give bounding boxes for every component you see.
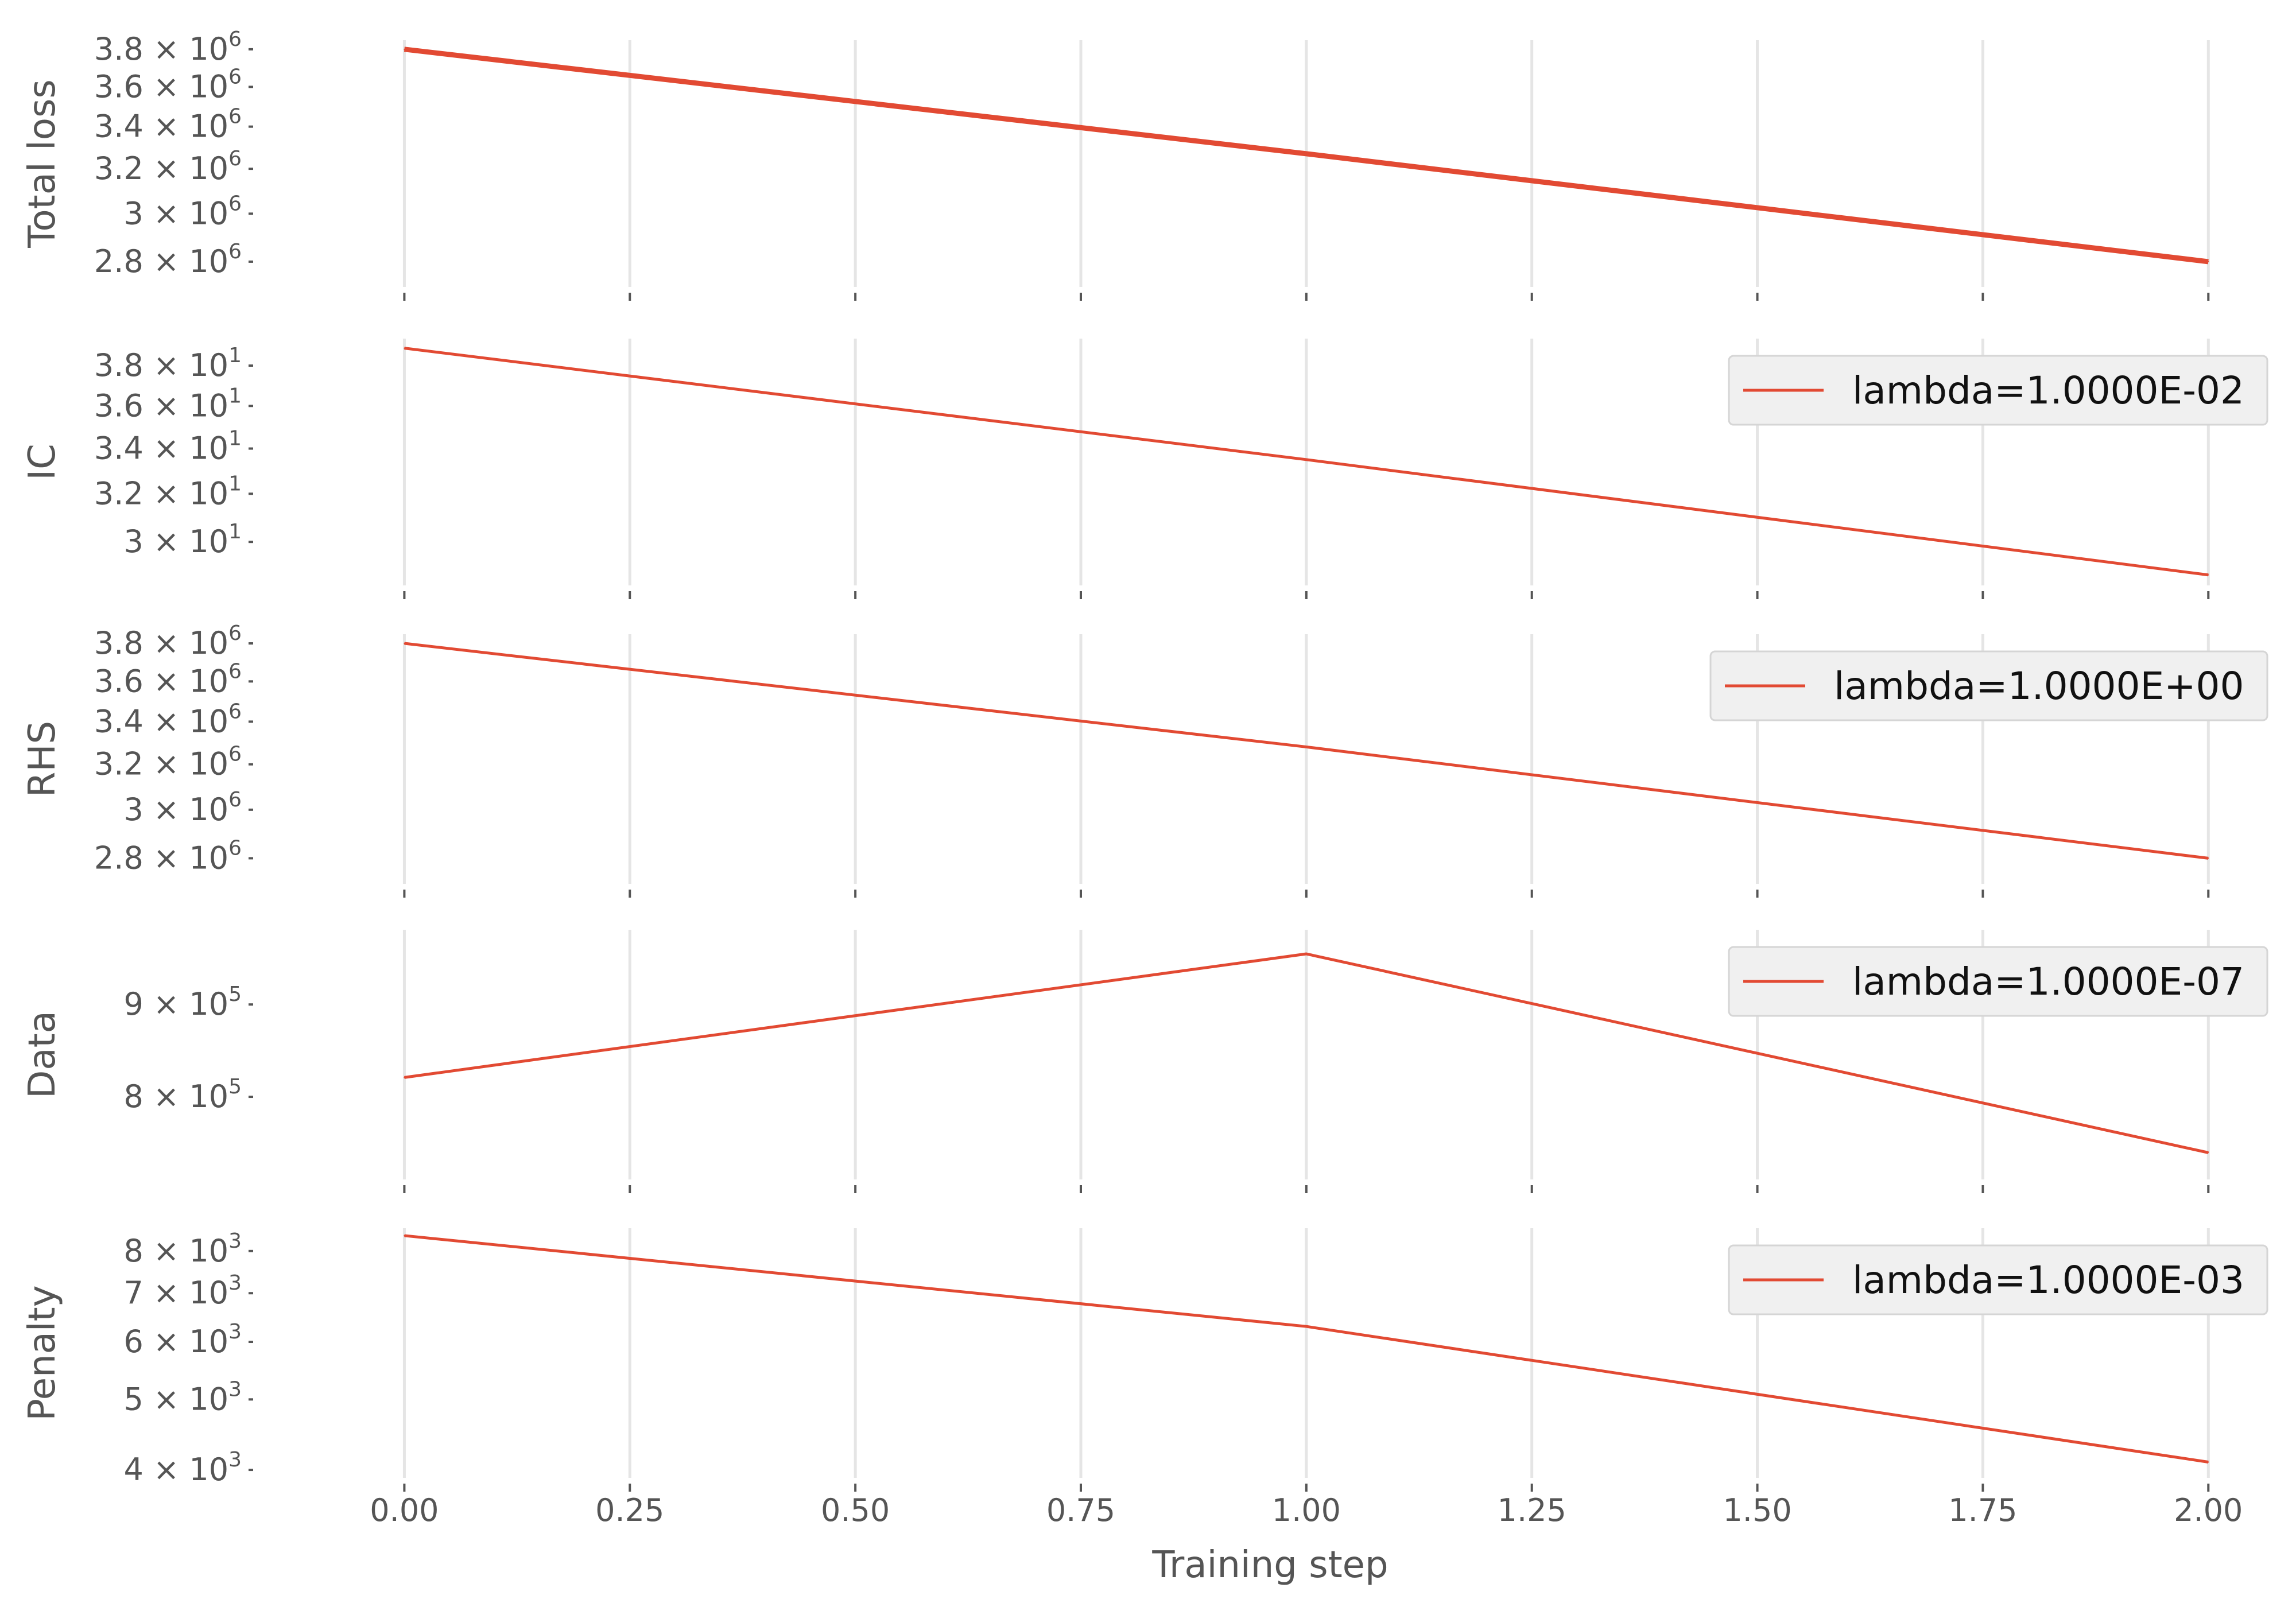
legend: lambda=1.0000E+00 <box>1709 650 2268 721</box>
y-tick-label: 3.2 × 101 <box>94 472 242 511</box>
legend: lambda=1.0000E-03 <box>1728 1244 2268 1315</box>
data-point <box>2208 857 2209 859</box>
y-tick-label: 3.4 × 106 <box>94 700 242 739</box>
y-tick-label: 3 × 101 <box>123 520 242 560</box>
y-tick-label: 3.6 × 106 <box>94 65 242 104</box>
y-tick-label: 3.8 × 106 <box>94 28 242 67</box>
y-tick-label: 3.2 × 106 <box>94 147 242 187</box>
y-tick-label: 3.6 × 101 <box>94 384 242 424</box>
y-tick-label: 6 × 103 <box>123 1320 242 1360</box>
y-tick-label: 3.4 × 106 <box>94 105 242 145</box>
legend-box <box>1709 650 2268 721</box>
legend-box <box>1728 946 2268 1017</box>
data-point <box>2208 1461 2209 1463</box>
y-tick-label: 9 × 105 <box>123 983 242 1022</box>
data-point <box>1305 953 1307 955</box>
x-tick-label: 0.50 <box>821 1492 890 1528</box>
x-axis-label: Training step <box>1151 1544 1388 1586</box>
y-axis-label: RHS <box>21 721 64 797</box>
x-tick-label: 1.00 <box>1272 1492 1341 1528</box>
data-point <box>1305 1326 1307 1327</box>
y-tick-label: 3.4 × 101 <box>94 427 242 467</box>
y-tick-label: 8 × 105 <box>123 1075 242 1115</box>
data-point <box>404 1077 405 1078</box>
y-tick-label: 3.6 × 106 <box>94 659 242 699</box>
data-point <box>2208 574 2209 576</box>
legend-label: lambda=1.0000E-02 <box>1852 368 2244 413</box>
y-tick-label: 3 × 106 <box>123 788 242 828</box>
y-tick-label: 8 × 103 <box>123 1229 242 1269</box>
legend-label: lambda=1.0000E+00 <box>1834 664 2244 708</box>
x-axis: 0.00 0.25 0.50 0.75 1.00 1.25 1.50 1.75 2.00 <box>370 1492 2243 1528</box>
legend: lambda=1.0000E-02 <box>1728 355 2268 426</box>
data-point <box>404 1235 405 1236</box>
y-tick-label: 3.2 × 106 <box>94 743 242 782</box>
legend-label: lambda=1.0000E-07 <box>1852 960 2244 1004</box>
y-axis-label: Data <box>21 1011 64 1098</box>
y-tick-label: 3.8 × 106 <box>94 622 242 661</box>
y-tick-label: 4 × 103 <box>123 1448 242 1488</box>
y-axis-label: Penalty <box>21 1285 64 1420</box>
y-tick-label: 2.8 × 106 <box>94 240 242 280</box>
y-axis-label: Total loss <box>21 79 64 248</box>
data-point <box>404 347 405 349</box>
x-tick-label: 1.50 <box>1723 1492 1791 1528</box>
data-point <box>1305 459 1307 460</box>
y-tick-label: 3.8 × 101 <box>94 344 242 383</box>
x-tick-label: 0.25 <box>595 1492 664 1528</box>
data-point <box>404 48 405 50</box>
legend-label: lambda=1.0000E-03 <box>1852 1258 2244 1302</box>
y-tick-label: 2.8 × 106 <box>94 836 242 876</box>
data-point <box>1305 746 1307 748</box>
data-point <box>2208 1152 2209 1154</box>
x-tick-label: 1.75 <box>1948 1492 2017 1528</box>
x-tick-label: 0.75 <box>1046 1492 1115 1528</box>
subplot-4: 8 × 105 9 × 105 Data lambda=1.0000E-07 <box>21 930 2268 1193</box>
y-tick-label: 7 × 103 <box>123 1271 242 1311</box>
legend-box <box>1728 1244 2268 1315</box>
x-tick-label: 2.00 <box>2174 1492 2243 1528</box>
legend: lambda=1.0000E-07 <box>1728 946 2268 1017</box>
y-tick-label: 3 × 106 <box>123 192 242 231</box>
x-tick-label: 0.00 <box>370 1492 439 1528</box>
legend-box <box>1728 355 2268 426</box>
data-point <box>404 643 405 645</box>
data-point <box>1305 153 1307 154</box>
y-tick-label: 5 × 103 <box>123 1377 242 1417</box>
x-tick-label: 1.25 <box>1498 1492 1566 1528</box>
y-axis-label: IC <box>21 444 64 480</box>
data-point <box>2208 261 2209 262</box>
